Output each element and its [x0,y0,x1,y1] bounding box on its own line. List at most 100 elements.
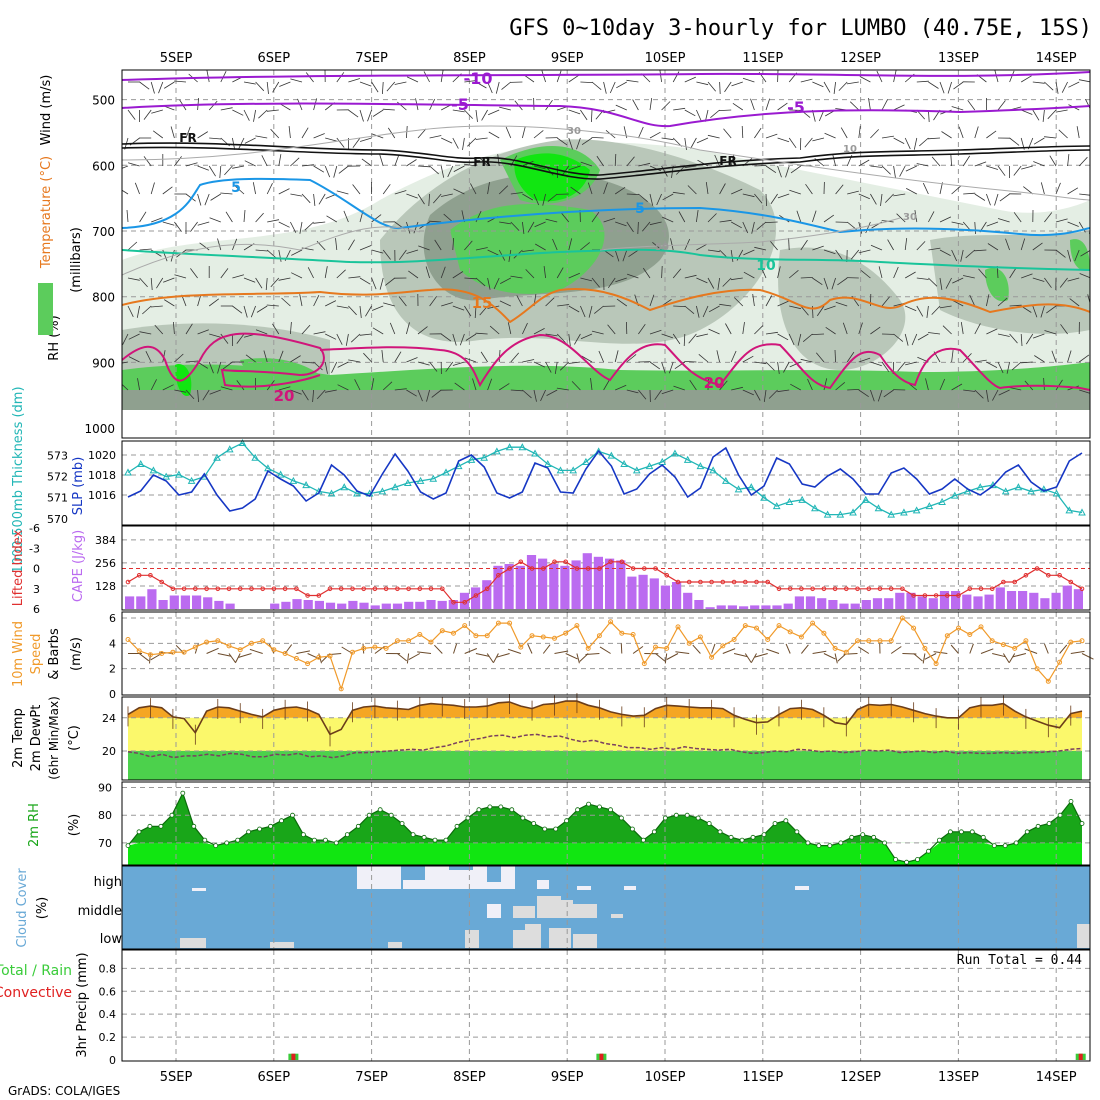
slp-tick-label: 1020 [88,449,116,462]
wind-barb [452,109,465,113]
thickness-marker [1052,489,1061,497]
wind-speed-marker [978,624,984,630]
wind-speed-marker [641,661,647,667]
thickness-marker [213,453,221,461]
cape-bar [292,599,302,609]
cloud-cell [449,870,473,889]
wind-barb [348,78,361,83]
thickness-marker [429,474,438,482]
below-surface-region [122,428,1090,438]
wind-barb [217,238,222,251]
wind-barb [942,325,952,335]
wind-barb [325,333,337,340]
cape-bar [939,591,950,609]
wind-barb [777,137,790,143]
wind-barb [1020,75,1032,83]
wind-barb [754,361,767,365]
wind-barb [290,321,292,335]
wind-barb [1005,238,1010,251]
rh2m-marker [191,823,197,829]
wind-barb [500,277,511,284]
wind-barb [581,137,593,146]
wind-barb [986,165,999,170]
wind-barb [785,165,790,178]
rh2m-gridlines [122,782,1090,865]
panel-frame [121,949,1091,1062]
lifted-index-marker [350,586,355,592]
wind-barb [139,277,148,288]
wind-barb [719,303,732,307]
wind-barb [345,333,349,346]
wind-barb-10m [217,653,232,657]
lifted-index-marker [260,586,266,592]
rh2m-marker [136,829,142,835]
cloud-cell [465,930,479,948]
lifted-index-marker [799,586,804,592]
lifted-index-marker [563,559,569,565]
wind-barb [336,137,345,148]
wind-barb [243,277,256,283]
lifted-index-marker [911,593,916,598]
wind-barb [998,389,1010,396]
slp-gridlines [122,441,1090,525]
wind-speed-marker [944,633,950,639]
wind-barb [684,76,696,83]
wind-barb [197,221,210,226]
wind-barb [893,165,896,178]
lifted-index-marker [136,573,142,578]
wind-barb [899,165,906,177]
wind-barb [371,305,384,311]
wind-speed-marker [417,632,423,637]
precip-axis-label: 3hr Precip (mm) [75,952,90,1057]
wind-barb [858,357,871,363]
wind-barb-10m [858,646,870,654]
cloud-cell [573,934,597,948]
wind-barb [556,70,562,83]
wind-barb [649,294,655,307]
wind-speed-marker [563,630,569,636]
wind-barb-10m [722,648,736,654]
wind-barb [626,389,639,394]
wind-barb [417,361,430,366]
wind-barb-10m [475,653,490,657]
wind-barb [354,379,361,391]
wind-barb-10m [754,653,768,658]
wind-barb [596,155,604,167]
thickness-marker [963,487,972,495]
wind-barb [858,249,871,254]
rh-region [514,153,590,202]
wind-barb [859,76,871,83]
wind-barb [649,98,653,111]
wind-barb [696,333,709,338]
wind-barb [281,297,291,307]
wind-barb [222,361,233,370]
wind-barb [1032,81,1045,84]
temp-axis-label-4: (°C) [67,725,82,751]
thickness-marker [950,491,959,499]
rh2m-marker [355,823,361,829]
cloud-cell [573,904,597,918]
wind-barb [714,154,720,167]
wind-barb [452,361,465,366]
wind-barb [220,333,229,344]
rh2m-marker [926,848,931,854]
wind-barb [928,332,941,335]
rh2m-marker [235,837,241,843]
thickness-marker [874,504,883,512]
wind-barb [673,107,686,111]
wind-speed-marker [451,630,456,636]
cape-bar [727,605,737,609]
wind-barb [974,359,987,363]
rh2m-marker [630,826,635,832]
wind-barb-10m [834,653,838,664]
wind-barb [266,183,273,195]
rh2m-marker [684,812,690,818]
wind-barb [443,213,454,223]
wind-barb [522,322,528,335]
lifted-index-marker [877,586,883,592]
wind-barb [849,101,860,111]
wind-barb [833,81,836,94]
rh2m-marker [1079,821,1085,826]
wind-barb [922,182,929,195]
wind-barb [128,356,140,363]
